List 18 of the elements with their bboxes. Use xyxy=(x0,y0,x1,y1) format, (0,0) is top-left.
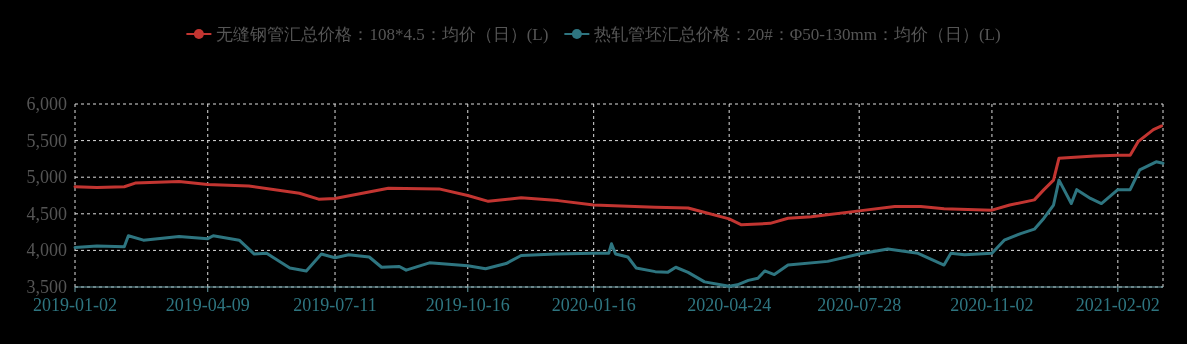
y-tick-label: 4,500 xyxy=(26,203,67,224)
x-tick-label: 2020-01-16 xyxy=(551,295,636,315)
x-tick-label: 2021-02-02 xyxy=(1075,295,1160,315)
legend-label: 无缝钢管汇总价格：108*4.5：均价（日）(L) xyxy=(216,24,549,44)
line-series xyxy=(73,124,1164,227)
y-tick-label: 4,000 xyxy=(26,240,67,261)
y-tick-label: 5,500 xyxy=(26,130,67,151)
x-tick-label: 2019-01-02 xyxy=(33,295,117,315)
x-tick-label: 2020-04-24 xyxy=(687,295,772,315)
y-tick-label: 6,000 xyxy=(26,94,67,114)
x-tick-label: 2020-11-02 xyxy=(950,295,1034,315)
x-tick-label: 2019-04-09 xyxy=(165,295,250,315)
x-tick-label: 2019-07-11 xyxy=(293,295,377,315)
x-tick-label: 2020-07-28 xyxy=(817,295,902,315)
y-tick-label: 3,500 xyxy=(26,277,67,297)
legend-label: 热轧管坯汇总价格：20#：Φ50-130mm：均价（日）(L) xyxy=(594,24,1001,44)
x-tick-label: 2019-10-16 xyxy=(425,295,510,315)
y-tick-label: 5,000 xyxy=(26,167,67,188)
